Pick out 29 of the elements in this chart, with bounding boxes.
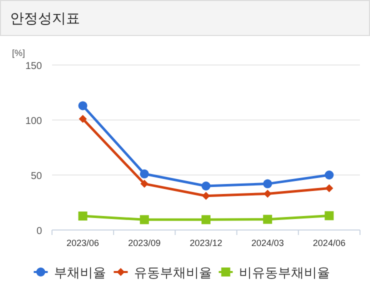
point <box>140 180 148 188</box>
y-tick-label: 100 <box>25 116 42 127</box>
point <box>202 182 210 190</box>
legend-label: 부채비율 <box>54 265 106 280</box>
point <box>140 215 149 224</box>
point <box>264 190 272 198</box>
legend-label: 비유동부채비율 <box>238 265 330 280</box>
point <box>263 214 272 224</box>
x-tick-label: 2024/03 <box>251 238 284 248</box>
x-tick-label: 2023/12 <box>190 238 222 248</box>
y-tick-label: 150 <box>25 61 42 72</box>
legend-label: 유동부채비율 <box>134 265 212 280</box>
point <box>78 114 87 123</box>
y-tick-label: 0 <box>36 226 42 237</box>
x-tick-label: 2023/09 <box>128 238 161 248</box>
y-axis-title: [%] <box>12 48 26 58</box>
point <box>325 184 334 192</box>
point <box>202 192 210 200</box>
point <box>78 101 88 110</box>
point <box>78 212 88 221</box>
y-tick-label: 50 <box>30 171 42 182</box>
point <box>324 211 334 220</box>
point <box>324 170 334 180</box>
point <box>263 179 272 188</box>
point <box>202 215 210 224</box>
chart-title: 안정성지표 <box>10 10 80 26</box>
x-tick-label: 2023/06 <box>66 238 100 248</box>
point <box>140 169 149 178</box>
x-tick-label: 2024/06 <box>312 238 346 248</box>
